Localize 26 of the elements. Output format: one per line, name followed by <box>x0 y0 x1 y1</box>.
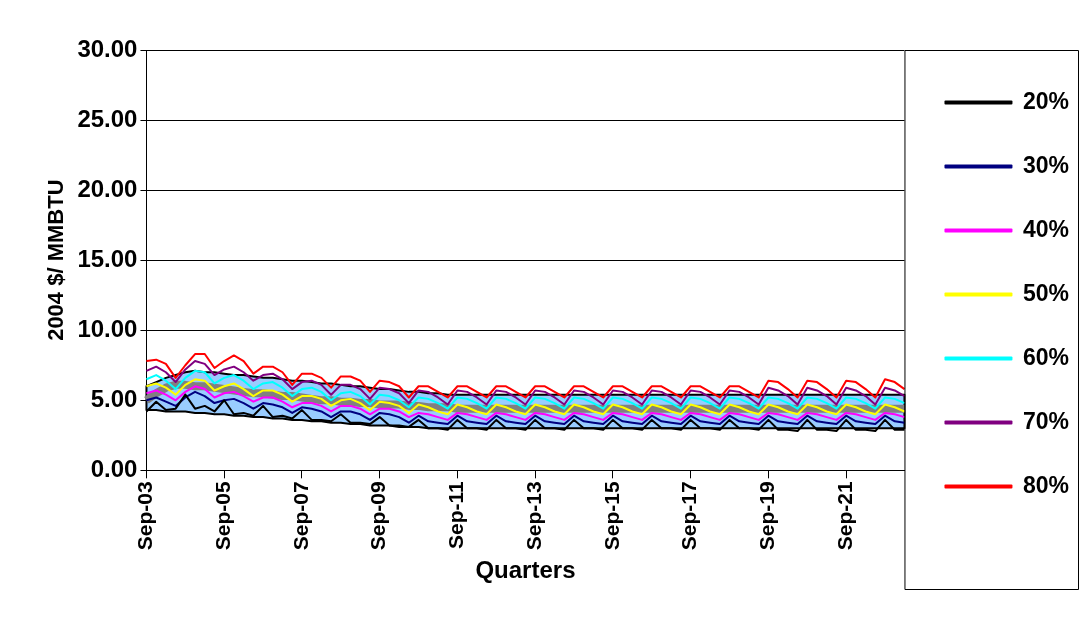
y-tick-label: 10.00 <box>77 314 138 342</box>
legend-label: 40% <box>1022 215 1070 242</box>
x-tick-label: Sep-13 <box>521 481 545 551</box>
y-tick-label: 0.00 <box>90 454 138 482</box>
y-tick-label: 25.00 <box>77 104 138 132</box>
y-axis-title: 2004 $/ MMBTU <box>43 179 69 341</box>
x-tick-label: Sep-07 <box>288 481 312 551</box>
x-tick-label: Sep-15 <box>599 481 623 551</box>
legend-label: 80% <box>1022 471 1070 498</box>
x-tick-label: Sep-19 <box>755 481 779 551</box>
x-tick-label: Sep-11 <box>444 481 468 550</box>
x-tick-label: Sep-21 <box>832 481 856 551</box>
legend-label: 60% <box>1022 343 1070 370</box>
x-tick-label: Sep-03 <box>133 481 157 551</box>
x-axis-title: Quarters <box>475 556 576 584</box>
legend-label: 20% <box>1022 87 1070 114</box>
legend-label: 50% <box>1022 279 1070 306</box>
x-tick-label: Sep-17 <box>677 481 701 551</box>
y-tick-label: 30.00 <box>77 34 138 62</box>
y-tick-label: 20.00 <box>77 174 138 202</box>
y-tick-label: 15.00 <box>77 244 138 272</box>
legend-label: 70% <box>1022 407 1070 434</box>
y-tick-label: 5.00 <box>90 384 138 412</box>
legend-label: 30% <box>1022 151 1070 178</box>
x-tick-label: Sep-05 <box>211 481 234 551</box>
x-tick-label: Sep-09 <box>366 481 390 551</box>
